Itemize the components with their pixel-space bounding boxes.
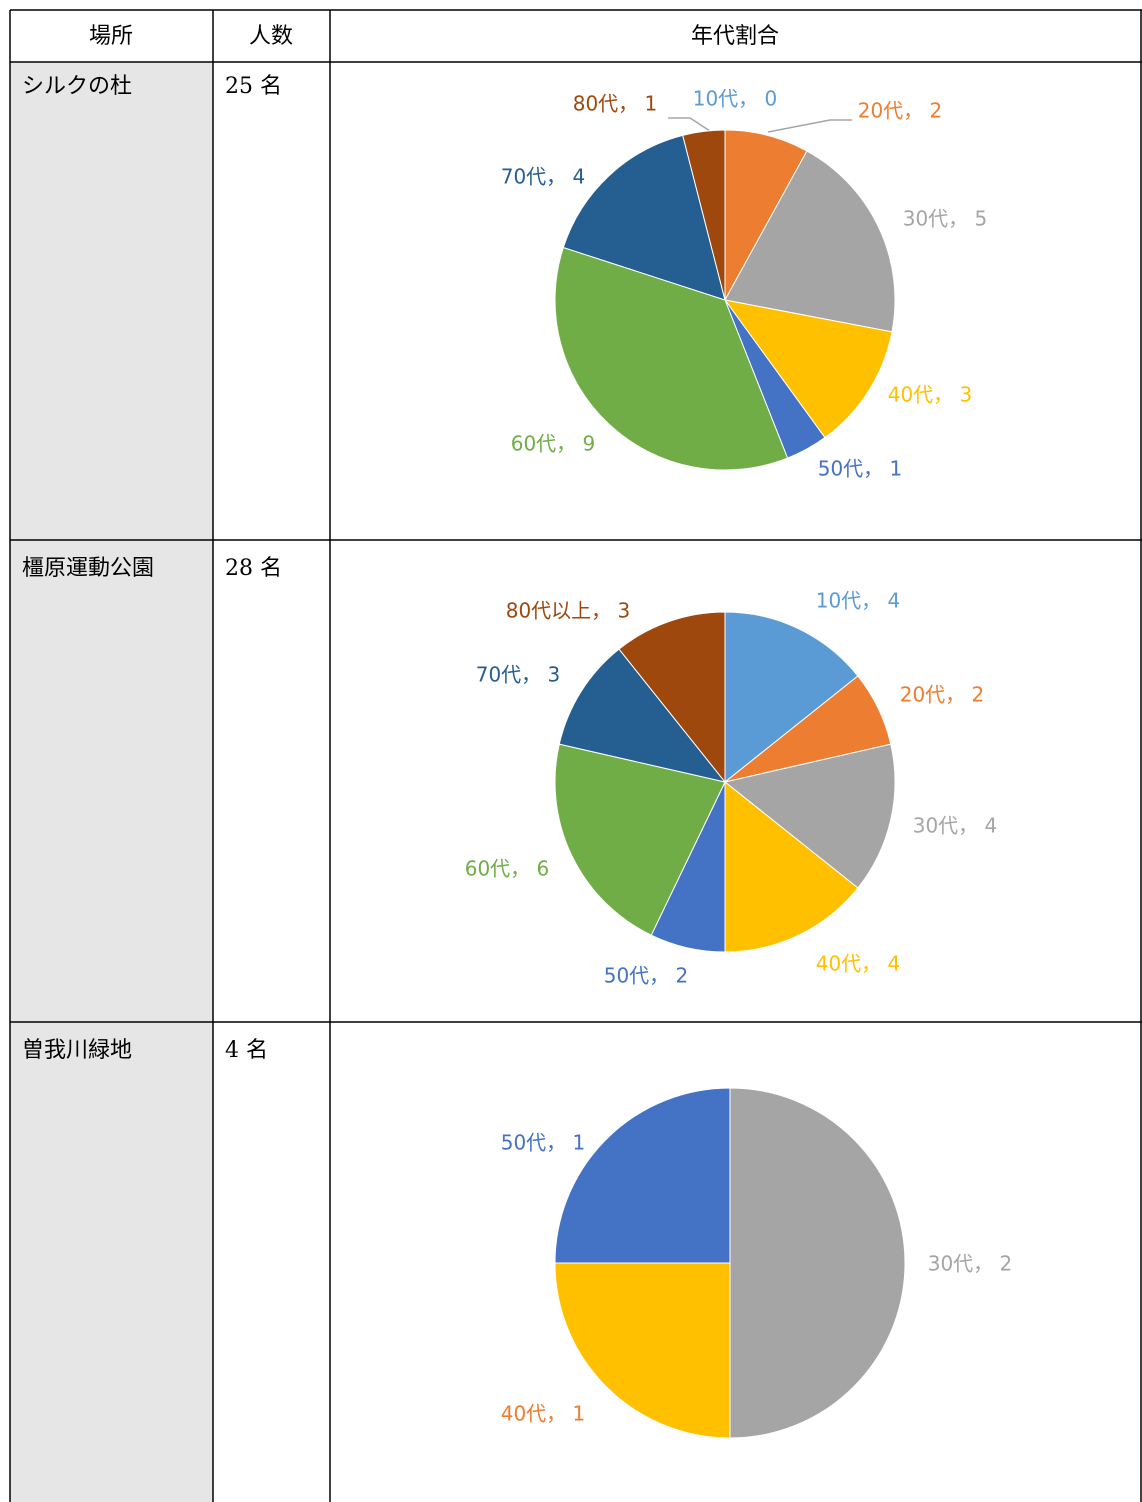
data-label: 30代， 2 bbox=[928, 1252, 1013, 1276]
count-cell: 28 名 bbox=[225, 556, 282, 581]
pie-slice bbox=[724, 611, 859, 784]
data-label: 80代， 1 bbox=[573, 92, 658, 116]
data-label: 60代， 9 bbox=[511, 432, 596, 456]
data-label: 50代， 2 bbox=[604, 964, 689, 988]
leader-lines bbox=[668, 117, 852, 133]
place-cell: シルクの杜 bbox=[22, 74, 132, 99]
pie-slice bbox=[723, 299, 893, 439]
data-label: 50代， 1 bbox=[501, 1131, 586, 1155]
data-label: 10代， 4 bbox=[816, 589, 901, 613]
place-cell: 橿原運動公園 bbox=[22, 556, 154, 581]
data-label: 60代， 6 bbox=[465, 857, 550, 881]
data-label: 70代， 3 bbox=[476, 663, 561, 687]
pie-slice bbox=[618, 611, 726, 784]
count-cell: 4 名 bbox=[225, 1038, 268, 1063]
data-label: 50代， 1 bbox=[818, 457, 903, 481]
pie-slice bbox=[724, 150, 896, 333]
data-label: 20代， 2 bbox=[900, 683, 985, 707]
pie-slice bbox=[558, 648, 727, 783]
data-label: 40代， 3 bbox=[888, 383, 973, 407]
data-label: 40代， 4 bbox=[816, 952, 901, 976]
place-column-bg bbox=[10, 62, 213, 1502]
pie-slice bbox=[554, 246, 789, 471]
data-label: 10代， 0 bbox=[693, 87, 778, 111]
pie-slice bbox=[554, 743, 726, 936]
data-label: 80代以上， 3 bbox=[506, 599, 631, 623]
data-label: 30代， 5 bbox=[903, 207, 988, 231]
data-label: 30代， 4 bbox=[913, 814, 998, 838]
pie-slice bbox=[724, 780, 859, 953]
data-label: 20代， 2 bbox=[858, 99, 943, 123]
header-cell: 人数 bbox=[249, 24, 293, 49]
table-grid bbox=[9, 9, 1142, 1502]
pie-slice bbox=[554, 1262, 731, 1439]
header-cell: 年代割合 bbox=[691, 24, 779, 49]
count-cell: 25 名 bbox=[225, 74, 282, 99]
pie-slice bbox=[729, 1087, 906, 1439]
place-cell: 曽我川緑地 bbox=[22, 1038, 132, 1063]
header-cell: 場所 bbox=[89, 24, 133, 49]
data-label: 40代， 1 bbox=[501, 1402, 586, 1426]
pie-slice bbox=[723, 743, 896, 889]
data-label: 70代， 4 bbox=[501, 165, 586, 189]
pie-slice bbox=[682, 129, 726, 301]
pie-slice bbox=[554, 1087, 731, 1264]
pie-slice bbox=[562, 134, 726, 301]
